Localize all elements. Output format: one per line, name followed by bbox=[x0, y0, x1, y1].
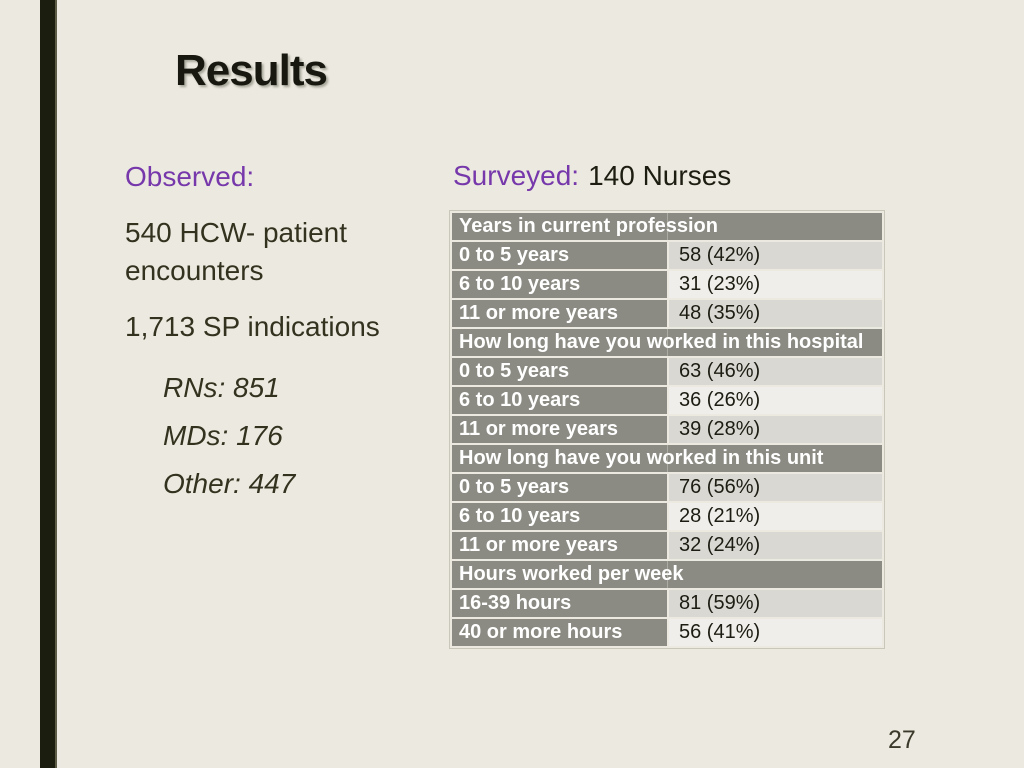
observed-sub-item-other: Other: 447 bbox=[163, 468, 296, 499]
row-label: 40 or more hours bbox=[450, 617, 669, 648]
row-value: 48 (35%) bbox=[666, 298, 885, 329]
row-label: 0 to 5 years bbox=[450, 356, 669, 387]
survey-results-table: Years in current profession 0 to 5 years… bbox=[448, 210, 886, 649]
row-label: 0 to 5 years bbox=[450, 240, 669, 271]
table-row: 0 to 5 years 76 (56%) bbox=[450, 472, 885, 503]
row-label: 11 or more years bbox=[450, 298, 669, 329]
table-row: 11 or more years 48 (35%) bbox=[450, 298, 885, 329]
row-value: 36 (26%) bbox=[666, 385, 885, 416]
row-label: 6 to 10 years bbox=[450, 385, 669, 416]
surveyed-value: 140 Nurses bbox=[588, 160, 732, 191]
page-number: 27 bbox=[888, 726, 916, 754]
observed-block: Observed: 540 HCW- patient encounters 1,… bbox=[125, 158, 430, 508]
row-label: 11 or more years bbox=[450, 414, 669, 445]
row-value: 39 (28%) bbox=[666, 414, 885, 445]
section-header-unit: How long have you worked in this unit bbox=[449, 443, 885, 474]
row-label: 16-39 hours bbox=[450, 588, 669, 619]
table-row: 16-39 hours 81 (59%) bbox=[450, 588, 885, 619]
section-header-hours: Hours worked per week bbox=[449, 559, 885, 590]
table-section-header-row: How long have you worked in this unit bbox=[449, 443, 885, 474]
row-label: 11 or more years bbox=[450, 530, 669, 561]
row-value: 56 (41%) bbox=[666, 617, 885, 648]
table-row: 40 or more hours 56 (41%) bbox=[450, 617, 885, 648]
slide-title: Results bbox=[175, 46, 328, 95]
table-section-header-row: Years in current profession bbox=[449, 211, 885, 242]
table-section-header-row: Hours worked per week bbox=[449, 559, 885, 590]
row-value: 63 (46%) bbox=[666, 356, 885, 387]
table-section-header-row: How long have you worked in this hospita… bbox=[449, 327, 885, 358]
observed-sub-items: RNs: 851 MDs: 176 Other: 447 bbox=[163, 364, 430, 508]
row-label: 6 to 10 years bbox=[450, 501, 669, 532]
observed-sub-item-mds: MDs: 176 bbox=[163, 420, 283, 451]
observed-line-encounters: 540 HCW- patient encounters bbox=[125, 217, 348, 286]
table-row: 0 to 5 years 63 (46%) bbox=[450, 356, 885, 387]
row-label: 6 to 10 years bbox=[450, 269, 669, 300]
table-row: 6 to 10 years 36 (26%) bbox=[450, 385, 885, 416]
section-header-hospital: How long have you worked in this hospita… bbox=[449, 327, 885, 358]
surveyed-label: Surveyed: bbox=[453, 160, 580, 191]
row-value: 31 (23%) bbox=[666, 269, 885, 300]
row-value: 81 (59%) bbox=[666, 588, 885, 619]
observed-heading: Observed: bbox=[125, 161, 255, 192]
row-value: 58 (42%) bbox=[666, 240, 885, 271]
row-value: 32 (24%) bbox=[666, 530, 885, 561]
table-row: 6 to 10 years 31 (23%) bbox=[450, 269, 885, 300]
left-accent-bar bbox=[40, 0, 57, 768]
surveyed-heading: Surveyed: 140 Nurses bbox=[453, 160, 731, 192]
table-row: 11 or more years 39 (28%) bbox=[450, 414, 885, 445]
table-row: 0 to 5 years 58 (42%) bbox=[450, 240, 885, 271]
table-row: 6 to 10 years 28 (21%) bbox=[450, 501, 885, 532]
row-value: 76 (56%) bbox=[666, 472, 885, 503]
observed-line-indications: 1,713 SP indications bbox=[125, 311, 380, 342]
table-row: 11 or more years 32 (24%) bbox=[450, 530, 885, 561]
row-label: 0 to 5 years bbox=[450, 472, 669, 503]
row-value: 28 (21%) bbox=[666, 501, 885, 532]
section-header-profession: Years in current profession bbox=[449, 211, 885, 242]
observed-sub-item-rns: RNs: 851 bbox=[163, 372, 280, 403]
